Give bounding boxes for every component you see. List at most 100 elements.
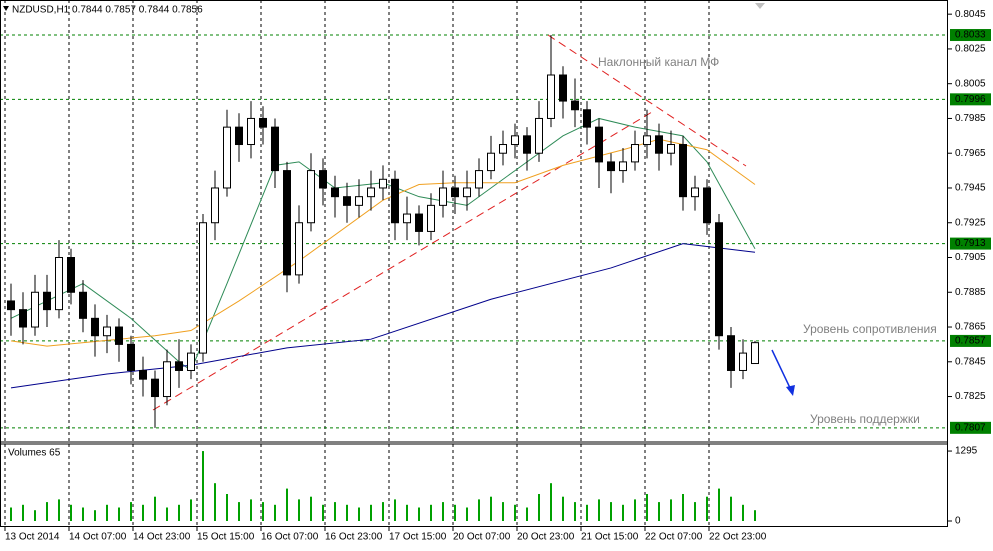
channel-line [547,34,747,167]
x-tick-label: 22 Oct 07:00 [645,532,703,543]
scroll-marker [755,3,765,9]
candle-body [619,161,627,172]
y-tick-label: 0.7885 [955,287,986,298]
annotation: Уровень сопротивления [803,322,937,336]
candle-body [631,144,639,163]
x-tick-label: 13 Oct 2014 [5,532,60,543]
candle-body [679,144,687,198]
candle-body [427,204,435,232]
x-tick-label: 22 Oct 23:00 [709,532,767,543]
candle-body [19,309,27,328]
x-tick-label: 15 Oct 15:00 [197,532,255,543]
candle-body [475,170,483,189]
candle-body [79,291,87,319]
candle-body [511,135,519,146]
candle-body [211,187,219,224]
x-tick-label: 14 Oct 23:00 [133,532,191,543]
candle-body [607,161,615,172]
candle-body [415,213,423,232]
candle-body [31,291,39,328]
candle-body [655,135,663,154]
candle-body [67,257,75,293]
level-label-box [950,29,991,42]
candle-body [7,300,15,311]
plot-frame [0,0,948,527]
x-tick-label: 16 Oct 23:00 [325,532,383,543]
candle-body [43,291,51,311]
candle-body [715,222,723,337]
candle-body [91,317,99,337]
level-label: 0.7857 [955,336,986,347]
arrow [771,349,792,391]
candle-body [115,326,123,345]
candle-body [331,187,339,198]
y-tick-label: 1295 [955,446,978,457]
y-tick-label: 0.7865 [955,322,986,333]
candle-body [319,170,327,189]
level-label-box [950,237,991,250]
x-tick-label: 20 Oct 07:00 [453,532,511,543]
candle-body [175,361,183,371]
arrow-head [786,385,795,396]
x-tick-label: 21 Oct 15:00 [581,532,639,543]
candle-body [535,117,543,154]
candle-body [379,178,387,189]
candle-body [367,187,375,198]
y-tick-label: 0.7905 [955,252,986,263]
candle-body [595,126,603,163]
annotation: Наклонный канал МФ [598,55,719,69]
candle-body [139,369,147,380]
y-tick-label: 0.7945 [955,183,986,194]
candle-body [187,352,195,371]
candle-body [751,342,759,365]
candle-body [667,144,675,154]
level-label-box [950,334,991,347]
x-tick-label: 14 Oct 07:00 [69,532,127,543]
candle-body [487,152,495,172]
y-tick-label: 0.7965 [955,148,986,159]
symbol-marker [3,6,9,11]
candle-body [571,100,579,111]
candle-body [307,170,315,224]
candle-body [403,213,411,224]
x-tick-label: 16 Oct 07:00 [261,532,319,543]
annotation: Уровень поддержки [810,412,920,426]
candle-body [739,352,747,371]
level-label: 0.7807 [955,422,986,433]
level-label: 0.7913 [955,238,986,249]
candle-body [223,126,231,189]
candle-body [499,144,507,154]
candle-body [127,343,135,371]
candle-body [643,135,651,146]
y-tick-label: 0.8005 [955,78,986,89]
candle-body [247,117,255,146]
candle-body [271,126,279,172]
candle-body [259,117,267,128]
candle-body [199,222,207,354]
candle-body [103,326,111,337]
y-tick-label: 0.8045 [955,9,986,20]
candle-body [583,109,591,128]
ma-line [10,243,756,389]
y-tick-label: 0 [955,516,961,527]
level-label-box [950,421,991,434]
candle-body [151,378,159,398]
candle-body [547,74,555,119]
candle-body [691,187,699,198]
candle-body [559,74,567,102]
candle-body [163,361,171,398]
candle-body [283,170,291,276]
candle-body [343,196,351,206]
channel-line [152,111,653,411]
y-tick-label: 0.7925 [955,217,986,228]
candle-body [523,135,531,154]
candle-body [55,257,63,311]
y-tick-label: 0.7845 [955,356,986,367]
candle-body [295,222,303,276]
x-tick-label: 20 Oct 23:00 [517,532,575,543]
y-tick-label: 0.7985 [955,113,986,124]
level-label-box [950,93,991,106]
x-tick-label: 17 Oct 15:00 [389,532,447,543]
candle-body [451,187,459,198]
